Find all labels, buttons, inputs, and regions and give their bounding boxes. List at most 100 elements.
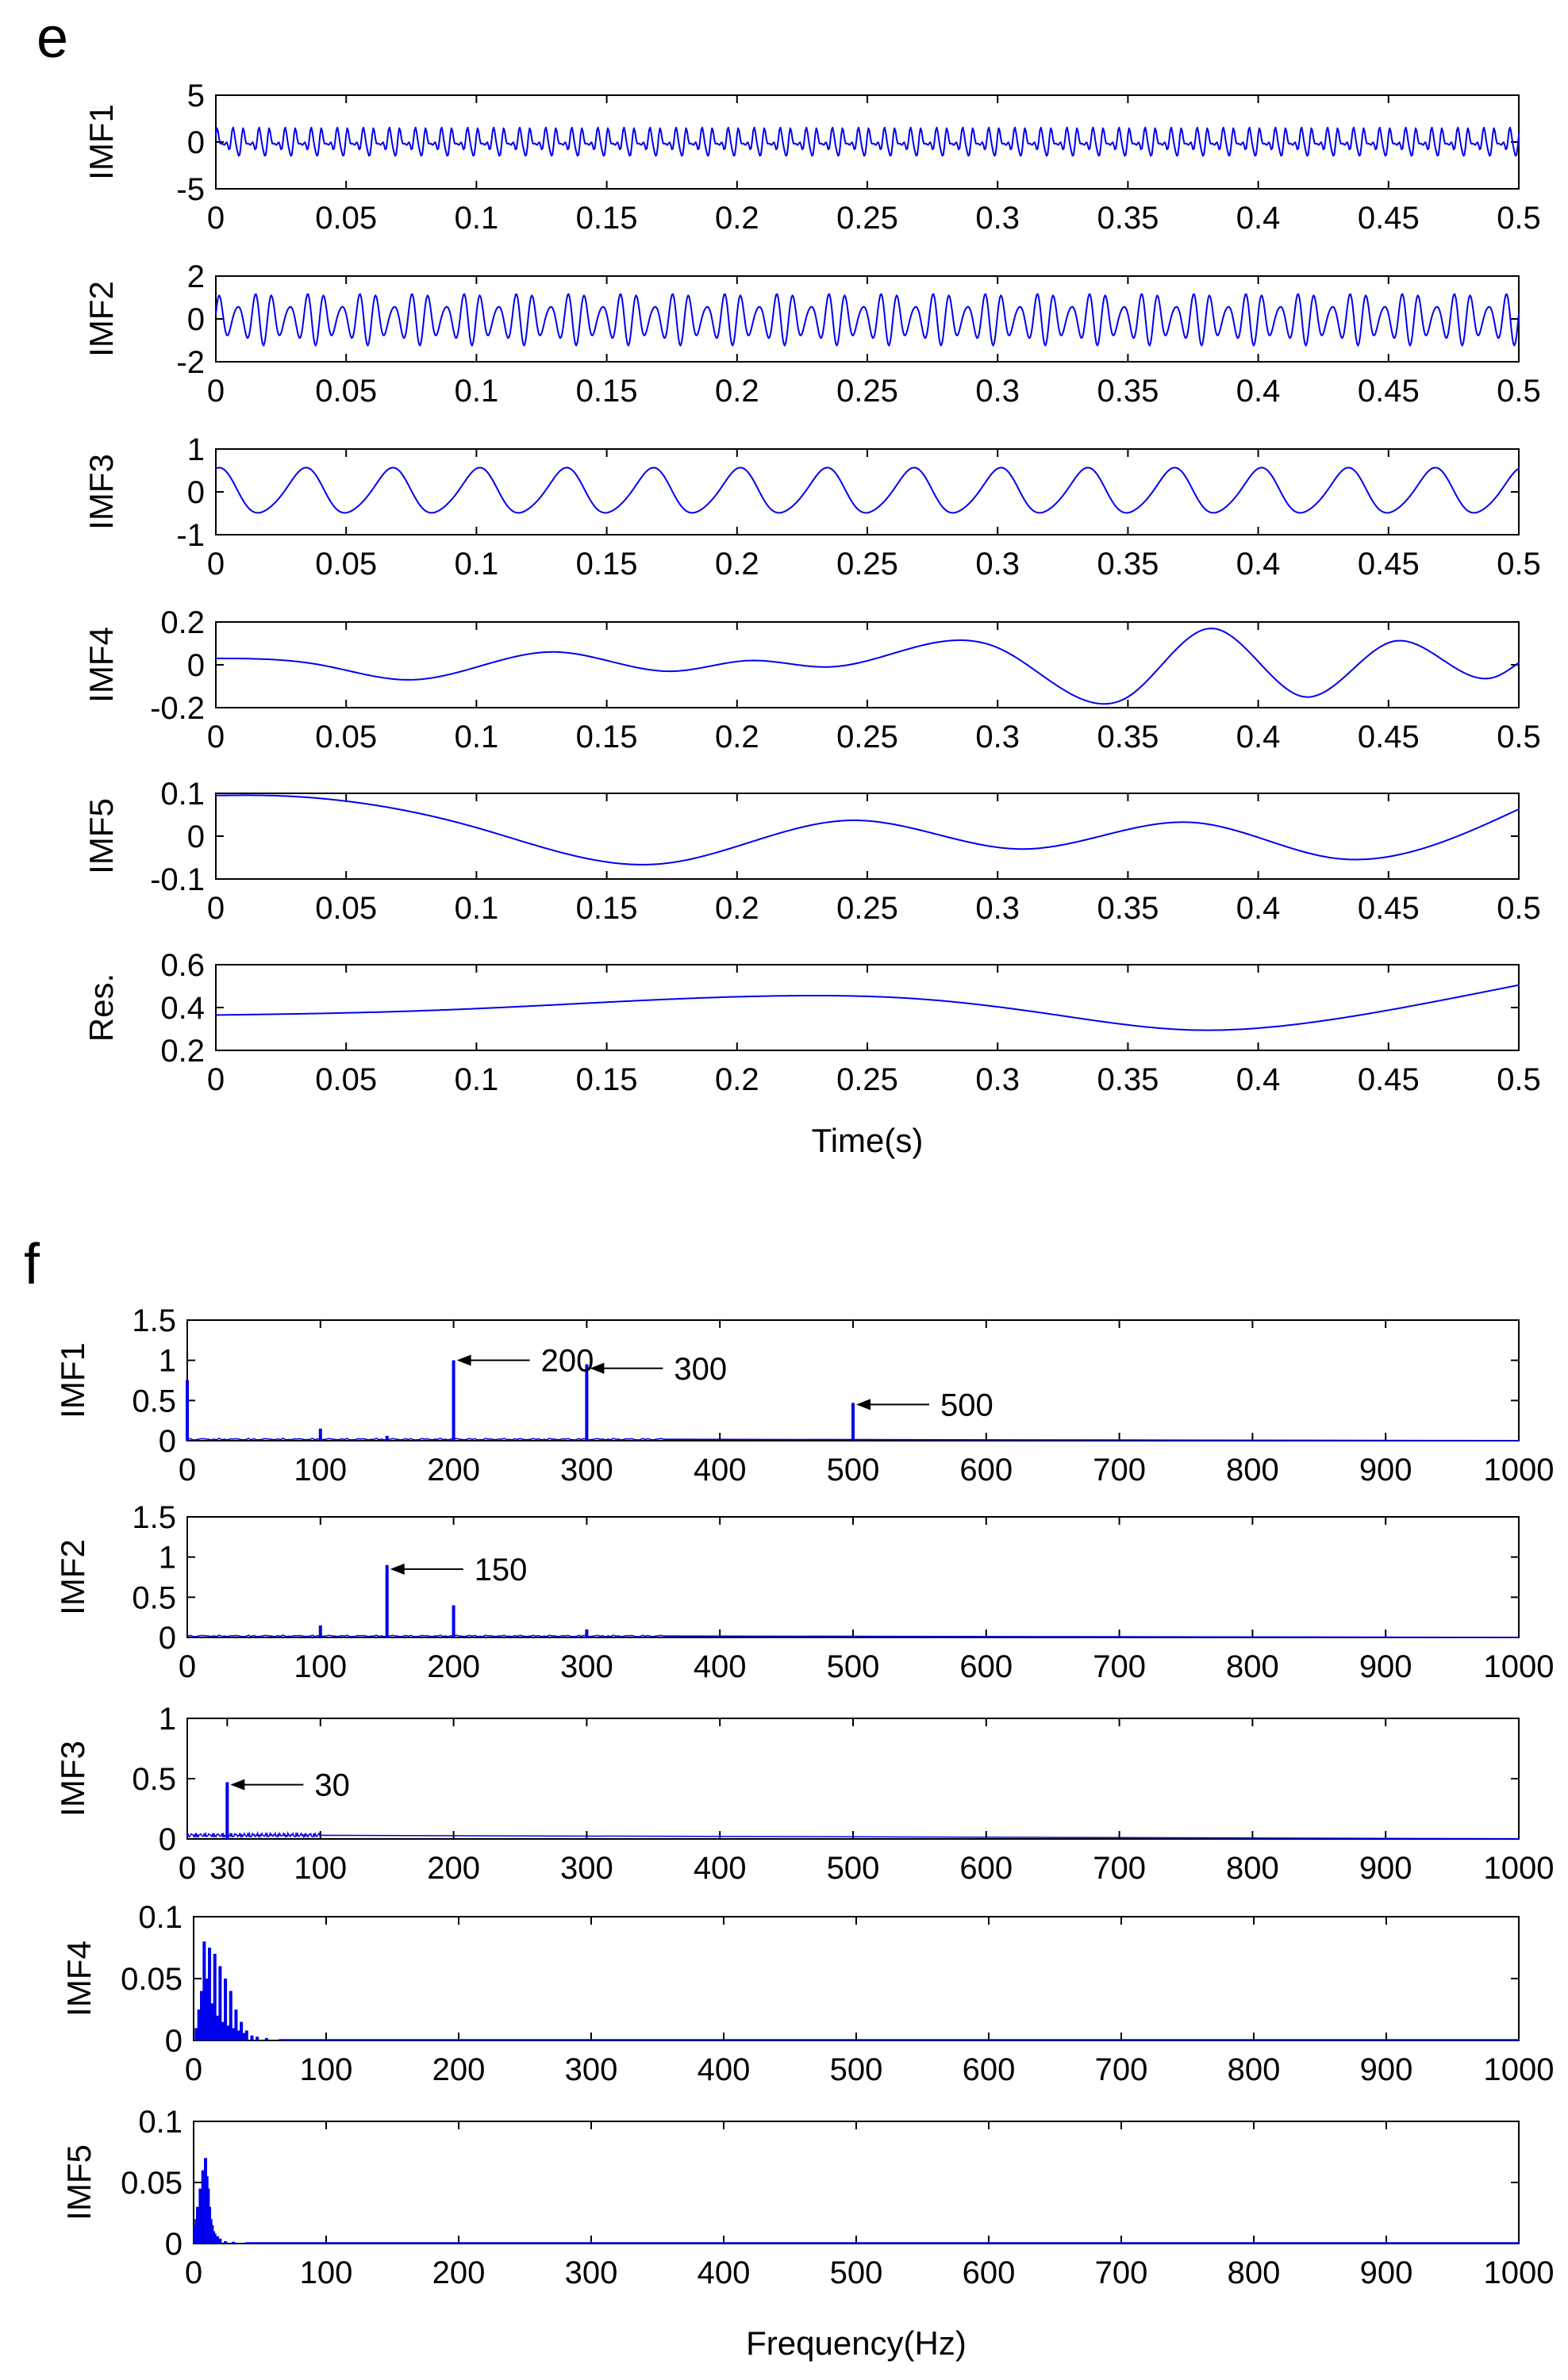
plot-frame bbox=[193, 1916, 1520, 2041]
plot-frame bbox=[215, 448, 1520, 536]
y-tick-label: 0.4 bbox=[160, 991, 205, 1026]
x-tick-label: 0.45 bbox=[1358, 201, 1420, 236]
x-tick-label: 0 bbox=[207, 374, 225, 409]
x-tick-label: 700 bbox=[1095, 2052, 1148, 2087]
x-tick-label: 100 bbox=[294, 1649, 347, 1684]
x-tick-label: 0.45 bbox=[1358, 547, 1420, 582]
x-tick-label: 300 bbox=[560, 1649, 613, 1684]
plot-frame bbox=[193, 2121, 1520, 2244]
subplot-f-imf1: 0 100 200 300 400 500 600 700 800 900 1000 0 0.5 1 1.5… bbox=[54, 1303, 1554, 1488]
x-tick-label: 1000 bbox=[1484, 2052, 1555, 2087]
x-tick-label: 700 bbox=[1095, 2255, 1148, 2290]
x-tick-label: 800 bbox=[1228, 2052, 1281, 2087]
y-axis-label: Res. bbox=[83, 973, 120, 1042]
x-tick-label: 500 bbox=[827, 1851, 880, 1886]
y-tick-label: 2 bbox=[187, 259, 205, 294]
x-tick-label: 400 bbox=[694, 1851, 747, 1886]
y-axis-label: IMF5 bbox=[60, 2144, 98, 2221]
x-tick-label: 0.5 bbox=[1497, 201, 1541, 236]
x-tick-label: 800 bbox=[1226, 1851, 1279, 1886]
signal-series-line bbox=[215, 466, 1520, 514]
x-tick-label: 0.3 bbox=[975, 891, 1020, 926]
x-tick-label: 900 bbox=[1359, 1851, 1412, 1886]
y-tick-label: 1.5 bbox=[132, 1303, 176, 1338]
x-tick-label: 0.2 bbox=[715, 547, 759, 582]
y-tick-label: 0 bbox=[187, 648, 205, 683]
y-tick-label: 0 bbox=[159, 1424, 176, 1459]
x-tick-label: 0.4 bbox=[1236, 891, 1281, 926]
x-tick-label: 400 bbox=[698, 2255, 751, 2290]
x-tick-label: 0.35 bbox=[1097, 547, 1159, 582]
annotation-arrow-head bbox=[590, 1362, 605, 1374]
y-tick-label: -5 bbox=[176, 172, 205, 207]
x-axis-label: Frequency(Hz) bbox=[746, 2324, 967, 2362]
x-tick-label: 0.45 bbox=[1358, 1062, 1420, 1097]
x-tick-label: 0.05 bbox=[315, 891, 377, 926]
x-tick-label: 900 bbox=[1359, 1453, 1412, 1488]
x-tick-label: 600 bbox=[959, 1649, 1013, 1684]
x-tick-label: 0.05 bbox=[315, 547, 377, 582]
y-tick-label: 0.5 bbox=[132, 1762, 176, 1797]
x-tick-label: 0 bbox=[185, 2255, 202, 2290]
y-tick-label: -0.1 bbox=[150, 862, 205, 897]
x-tick-label: 0 bbox=[207, 201, 225, 236]
x-tick-label: 0.1 bbox=[455, 1062, 499, 1097]
y-tick-label: 0.2 bbox=[160, 605, 205, 640]
x-tick-label: 600 bbox=[963, 2255, 1016, 2290]
x-tick-label: 0.3 bbox=[975, 201, 1020, 236]
x-tick-label: 0.2 bbox=[715, 201, 759, 236]
x-tick-label: 0.15 bbox=[576, 547, 638, 582]
x-tick-label: 0.35 bbox=[1097, 720, 1159, 754]
x-tick-label: 0.2 bbox=[715, 891, 759, 926]
x-tick-label: 500 bbox=[830, 2255, 883, 2290]
y-tick-label: 0 bbox=[187, 125, 205, 160]
x-tick-label: 30 bbox=[209, 1851, 245, 1886]
y-tick-label: 0.2 bbox=[160, 1034, 205, 1069]
x-tick-label: 0.3 bbox=[975, 1062, 1020, 1097]
x-tick-label: 0.2 bbox=[715, 720, 759, 754]
subplot-e-imf3: 0 0.05 0.1 0.15 0.2 0.25 0.3 0.35 0.4 0.45 0.5-101… bbox=[83, 432, 1541, 582]
peak-annotation-label: 30 bbox=[314, 1768, 350, 1803]
x-tick-label: 0.15 bbox=[576, 720, 638, 754]
y-tick-label: 1 bbox=[159, 1702, 176, 1737]
y-tick-label: 1 bbox=[159, 1541, 176, 1576]
x-tick-label: 200 bbox=[427, 1649, 480, 1684]
x-tick-label: 700 bbox=[1093, 1851, 1146, 1886]
annotation-arrow-head bbox=[390, 1563, 405, 1575]
x-tick-label: 0.45 bbox=[1358, 720, 1420, 754]
x-tick-label: 300 bbox=[565, 2052, 618, 2087]
x-axis-label: Time(s) bbox=[812, 1122, 924, 1159]
x-tick-label: 0.15 bbox=[576, 891, 638, 926]
y-axis-label: IMF2 bbox=[54, 1539, 91, 1615]
x-tick-label: 0.35 bbox=[1097, 201, 1159, 236]
x-tick-label: 500 bbox=[827, 1453, 880, 1488]
x-tick-label: 0 bbox=[179, 1649, 196, 1684]
x-tick-label: 0.15 bbox=[576, 201, 638, 236]
plot-container: 0 0.05 0.1 0.15 0.2 0.25 0.3 0.35 0.4 0.45 0.5-505… bbox=[54, 79, 1554, 2362]
signal-series-line bbox=[215, 293, 1520, 347]
x-tick-label: 0.05 bbox=[315, 201, 377, 236]
y-tick-label: 0.5 bbox=[132, 1384, 176, 1418]
y-axis-label: IMF4 bbox=[83, 627, 120, 703]
x-tick-label: 0.35 bbox=[1097, 1062, 1159, 1097]
x-tick-label: 600 bbox=[959, 1851, 1013, 1886]
y-tick-label: 1 bbox=[187, 432, 205, 467]
x-tick-label: 100 bbox=[294, 1453, 347, 1488]
x-tick-label: 700 bbox=[1093, 1453, 1146, 1488]
y-tick-label: 0.1 bbox=[160, 777, 205, 812]
y-tick-label: -1 bbox=[176, 518, 205, 553]
noise-floor-line bbox=[186, 1634, 1520, 1638]
plot-frame bbox=[186, 1718, 1520, 1840]
y-axis-label: IMF3 bbox=[54, 1741, 91, 1817]
x-tick-label: 0.15 bbox=[576, 1062, 638, 1097]
x-tick-label: 0.05 bbox=[315, 374, 377, 409]
x-tick-label: 0.25 bbox=[836, 1062, 898, 1097]
y-axis-label: IMF1 bbox=[54, 1342, 91, 1418]
x-tick-label: 0.1 bbox=[455, 720, 499, 754]
x-tick-label: 0.3 bbox=[975, 547, 1020, 582]
x-tick-label: 200 bbox=[432, 2052, 486, 2087]
x-tick-label: 800 bbox=[1226, 1453, 1279, 1488]
x-tick-label: 0.4 bbox=[1236, 374, 1281, 409]
x-tick-label: 100 bbox=[300, 2255, 353, 2290]
